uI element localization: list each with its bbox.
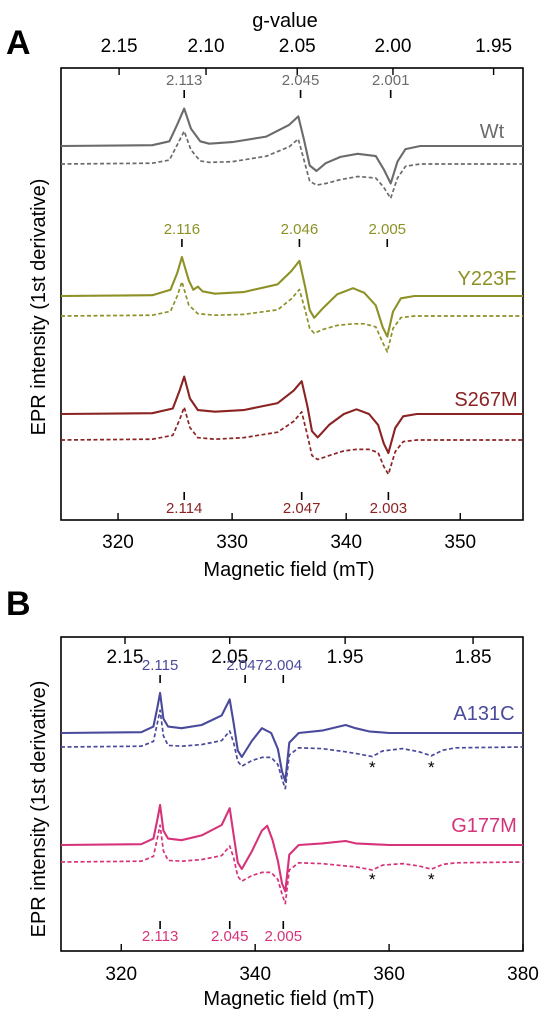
panel-a-y-axis-title: EPR intensity (1st derivative) xyxy=(28,179,50,436)
g-tick-label: 2.05 xyxy=(211,647,248,668)
g-value-annotation: 2.047 xyxy=(283,500,321,517)
experimental-spectrum-line xyxy=(60,107,523,185)
panel-b: B EPR intensity (1st derivative) Magneti… xyxy=(6,585,539,1010)
x-tick-label: 320 xyxy=(105,964,137,985)
g-tick-label: 2.05 xyxy=(279,36,316,57)
series-label: Wt xyxy=(480,121,505,143)
g-value-annotation: 2.113 xyxy=(166,72,202,89)
panel-a-axes: 320 330 340 350 2.15 2.10 2.05 2.00 1.95 xyxy=(101,36,512,553)
g-value-annotation: 2.114 xyxy=(166,500,202,517)
g-tick-label: 2.10 xyxy=(188,36,225,57)
panel-a-x-axis-title: Magnetic field (mT) xyxy=(203,559,374,581)
panel-a: A g-value EPR intensity (1st derivative)… xyxy=(6,10,524,581)
simulated-spectrum-line xyxy=(60,406,523,476)
panel-letter-b: B xyxy=(6,585,31,623)
g-value-annotation: 2.003 xyxy=(370,500,408,517)
panel-letter-a: A xyxy=(6,24,31,62)
g-value-annotation: 2.045 xyxy=(282,72,320,89)
panel-a-spectra xyxy=(60,107,523,476)
experimental-spectrum-line xyxy=(60,375,523,455)
panel-a-plot-frame xyxy=(60,67,524,521)
asterisk-marker: * xyxy=(428,758,435,777)
series-label: Y223F xyxy=(458,268,517,290)
series-label: G177M xyxy=(451,815,517,837)
simulated-spectrum-line xyxy=(60,130,523,200)
g-value-annotation: 2.116 xyxy=(164,221,200,238)
g-tick-label: 2.15 xyxy=(101,36,138,57)
simulated-spectrum-line xyxy=(60,280,523,353)
asterisk-marker: * xyxy=(369,870,376,889)
g-tick-label: 1.95 xyxy=(327,647,364,668)
x-tick-label: 350 xyxy=(444,532,476,553)
g-value-annotation: 2.115 xyxy=(142,657,178,674)
g-tick-label: 2.15 xyxy=(107,647,144,668)
experimental-spectrum-line xyxy=(60,803,523,893)
x-tick-label: 340 xyxy=(330,532,362,553)
g-value-annotation: 2.005 xyxy=(368,221,406,238)
panel-a-annotations: 2.113 2.045 2.001 2.116 2.046 2.005 2.114 2.047… xyxy=(164,72,410,517)
x-tick-label: 320 xyxy=(102,532,134,553)
g-tick-label: 1.95 xyxy=(475,36,512,57)
asterisk-marker: * xyxy=(428,870,435,889)
panel-b-spectra xyxy=(60,691,524,905)
g-value-annotation: 2.113 xyxy=(142,928,178,945)
panel-b-x-axis-title: Magnetic field (mT) xyxy=(203,988,374,1010)
simulated-spectrum-line xyxy=(60,824,524,905)
x-tick-label: 330 xyxy=(216,532,248,553)
asterisk-marker: * xyxy=(369,758,376,777)
g-value-annotation: 2.046 xyxy=(281,221,319,238)
g-value-annotation: 2.005 xyxy=(265,928,303,945)
x-tick-label: 360 xyxy=(373,964,405,985)
panel-a-top-axis-title: g-value xyxy=(252,10,318,32)
g-value-annotation: 2.045 xyxy=(211,928,249,945)
panel-b-annotations: 2.115 2.047 2.004 * * 2.113 2.045 2.005 * * xyxy=(142,657,435,945)
g-value-annotation: 2.001 xyxy=(372,72,410,89)
g-value-annotation: 2.047 xyxy=(226,657,264,674)
g-tick-label: 1.85 xyxy=(455,647,492,668)
experimental-spectrum-line xyxy=(60,691,523,783)
panel-b-plot-frame xyxy=(60,636,524,952)
panel-b-y-axis-title: EPR intensity (1st derivative) xyxy=(28,681,50,938)
panel-b-axes: 320 340 360 380 2.15 2.05 1.95 1.85 xyxy=(105,637,539,985)
g-tick-label: 2.00 xyxy=(374,36,411,57)
x-tick-label: 380 xyxy=(507,964,539,985)
series-label: A131C xyxy=(453,703,514,725)
x-tick-label: 340 xyxy=(239,964,271,985)
g-value-annotation: 2.004 xyxy=(265,657,303,674)
experimental-spectrum-line xyxy=(60,255,523,338)
series-label: S267M xyxy=(454,389,517,411)
panel-b-series-labels: A131C G177M xyxy=(451,703,517,837)
simulated-spectrum-line xyxy=(60,709,524,790)
panel-a-series-labels: Wt Y223F S267M xyxy=(454,121,517,411)
